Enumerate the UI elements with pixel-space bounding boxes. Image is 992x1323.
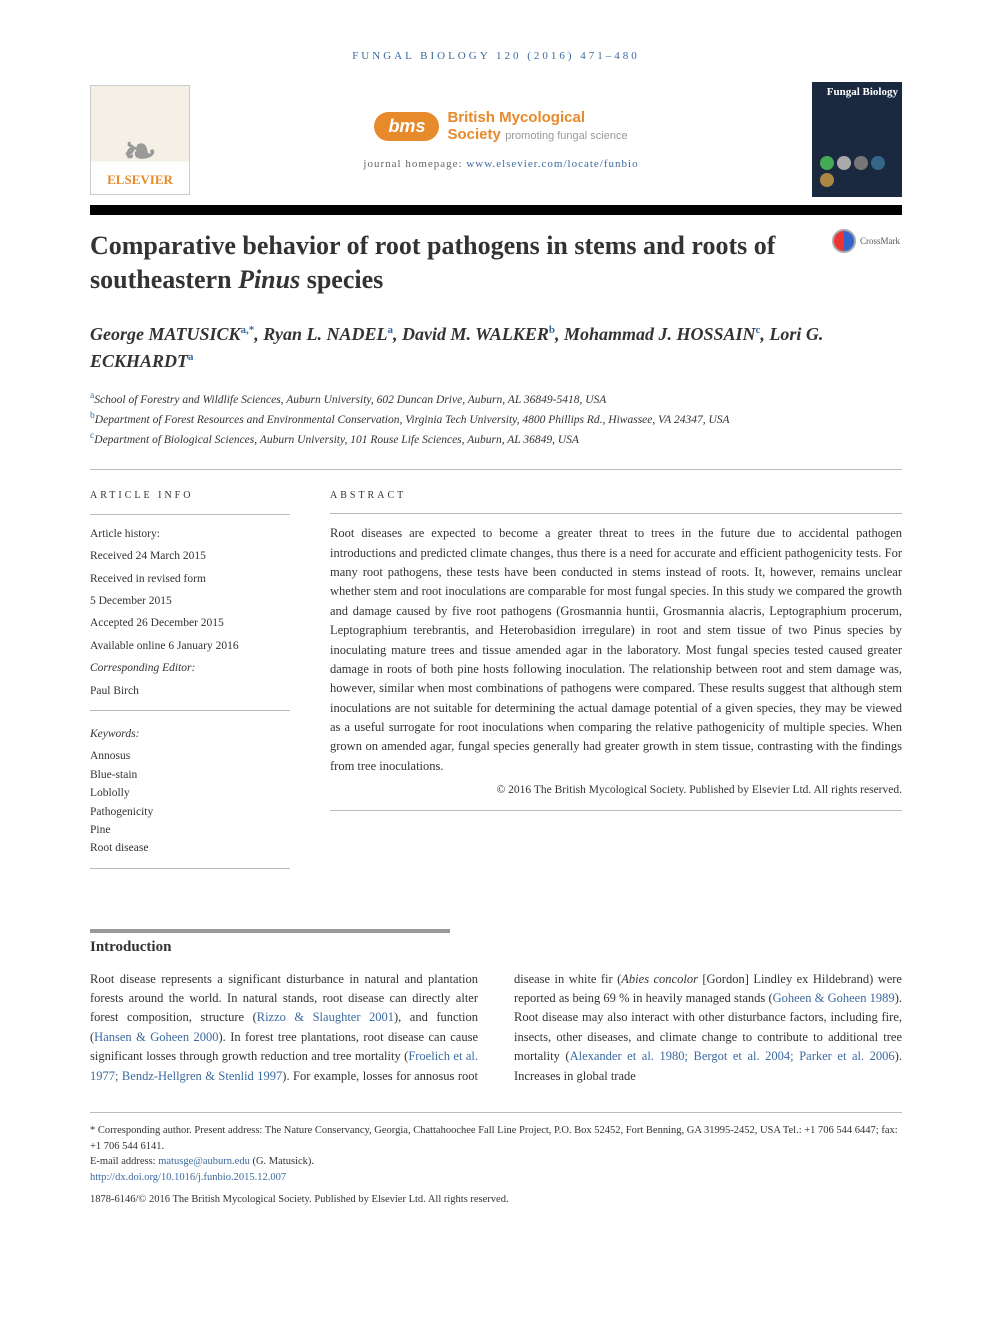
- homepage-label: journal homepage:: [363, 158, 466, 170]
- footnote-divider: [90, 1112, 902, 1113]
- header-row: ❧ ELSEVIER bms British Mycological Socie…: [90, 82, 902, 197]
- journal-cover-thumb[interactable]: Fungal Biology: [812, 82, 902, 197]
- society-branding: bms British Mycological Society promotin…: [190, 109, 812, 170]
- history-online: Available online 6 January 2016: [90, 637, 290, 655]
- bms-logo-icon: bms: [374, 112, 439, 141]
- history-label: Article history:: [90, 525, 290, 543]
- footnotes: * Corresponding author. Present address:…: [90, 1123, 902, 1208]
- cover-title: Fungal Biology: [827, 86, 898, 98]
- introduction-section: Introduction Root disease represents a s…: [90, 929, 902, 1086]
- history-accepted: Accepted 26 December 2015: [90, 614, 290, 632]
- title-bar: [90, 205, 902, 215]
- title-part-2: species: [300, 265, 383, 294]
- crossmark-badge[interactable]: CrossMark: [832, 229, 902, 253]
- title-italic: Pinus: [238, 265, 300, 294]
- cover-dot-icon: [837, 156, 851, 170]
- homepage-line: journal homepage: www.elsevier.com/locat…: [190, 158, 812, 170]
- corresponding-editor-label: Corresponding Editor:: [90, 662, 195, 674]
- society-name-2: Society: [447, 126, 500, 143]
- corresponding-author-note: * Corresponding author. Present address:…: [90, 1123, 902, 1155]
- elsevier-text: ELSEVIER: [107, 172, 173, 188]
- issn-copyright: 1878-6146/© 2016 The British Mycological…: [90, 1192, 902, 1208]
- cover-dot-icon: [871, 156, 885, 170]
- keyword-item: Annosus: [90, 747, 290, 765]
- article-info-column: ARTICLE INFO Article history: Received 2…: [90, 488, 290, 879]
- divider: [90, 868, 290, 869]
- cover-dot-icon: [820, 156, 834, 170]
- keywords-label: Keywords:: [90, 728, 139, 740]
- crossmark-label: CrossMark: [860, 236, 900, 246]
- author-list: George MATUSICKa,*, Ryan L. NADELa, Davi…: [90, 321, 902, 375]
- cover-dot-icon: [854, 156, 868, 170]
- keyword-item: Loblolly: [90, 784, 290, 802]
- divider: [330, 810, 902, 811]
- history-revised-2: 5 December 2015: [90, 592, 290, 610]
- article-title: Comparative behavior of root pathogens i…: [90, 229, 812, 297]
- corresponding-editor-name: Paul Birch: [90, 682, 290, 700]
- email-label: E-mail address:: [90, 1156, 158, 1167]
- doi-link[interactable]: http://dx.doi.org/10.1016/j.funbio.2015.…: [90, 1172, 286, 1183]
- keyword-item: Pathogenicity: [90, 803, 290, 821]
- keywords-list: AnnosusBlue-stainLoblollyPathogenicityPi…: [90, 747, 290, 857]
- elsevier-tree-icon: ❧: [123, 132, 157, 172]
- abstract-heading: ABSTRACT: [330, 488, 902, 504]
- divider: [330, 513, 902, 514]
- abstract-text: Root diseases are expected to become a g…: [330, 524, 902, 776]
- email-paren: (G. Matusick).: [250, 1156, 314, 1167]
- email-link[interactable]: matusge@auburn.edu: [158, 1156, 250, 1167]
- cover-dot-icon: [820, 173, 834, 187]
- keyword-item: Blue-stain: [90, 766, 290, 784]
- introduction-body: Root disease represents a significant di…: [90, 970, 902, 1086]
- divider: [90, 469, 902, 470]
- homepage-link[interactable]: www.elsevier.com/locate/funbio: [466, 158, 638, 170]
- abstract-copyright: © 2016 The British Mycological Society. …: [330, 782, 902, 800]
- divider: [90, 710, 290, 711]
- society-name-1: British Mycological: [447, 109, 627, 126]
- history-revised-1: Received in revised form: [90, 570, 290, 588]
- abstract-column: ABSTRACT Root diseases are expected to b…: [330, 488, 902, 879]
- elsevier-logo[interactable]: ❧ ELSEVIER: [90, 85, 190, 195]
- crossmark-icon: [832, 229, 856, 253]
- title-part-1: Comparative behavior of root pathogens i…: [90, 231, 775, 294]
- keyword-item: Pine: [90, 821, 290, 839]
- society-tagline: promoting fungal science: [505, 130, 627, 142]
- affiliations: aSchool of Forestry and Wildlife Science…: [90, 389, 902, 449]
- article-info-heading: ARTICLE INFO: [90, 488, 290, 504]
- divider: [90, 514, 290, 515]
- journal-reference: FUNGAL BIOLOGY 120 (2016) 471–480: [90, 50, 902, 62]
- section-rule: [90, 929, 450, 933]
- keyword-item: Root disease: [90, 839, 290, 857]
- history-received: Received 24 March 2015: [90, 547, 290, 565]
- introduction-heading: Introduction: [90, 939, 902, 956]
